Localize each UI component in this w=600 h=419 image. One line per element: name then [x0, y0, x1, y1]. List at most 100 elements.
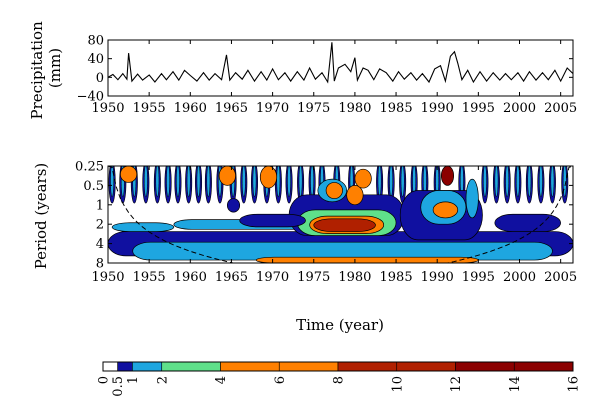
wavelet-x-tick-label: 1990 [421, 270, 454, 285]
wavelet-streak-core [298, 166, 303, 198]
wavelet-streak-core [389, 166, 393, 198]
wavelet-streak-core [196, 166, 201, 198]
colorbar-tick-label: 0.5 [111, 376, 126, 397]
wavelet-contour-region [440, 166, 455, 186]
wavelet-x-axis-label: Time (year) [296, 316, 384, 334]
wavelet-x-tick-label: 2005 [544, 270, 577, 285]
colorbar-segment [278, 361, 339, 372]
precip-y-axis-label: Precipitation (mm) [28, 16, 64, 119]
colorbar-segment [161, 361, 221, 372]
wavelet-y-tick-label: 1 [96, 198, 104, 213]
wavelet-axes-frame [107, 165, 574, 264]
wavelet-streak-core [206, 166, 211, 198]
wavelet-chart: 1950 1955 1960 1965 1970 1975 1980 1985 1990 1995… [32, 160, 577, 335]
precip-x-tick-label: 2000 [503, 101, 536, 116]
colorbar-segment [455, 361, 515, 372]
wavelet-x-tick-label: 1965 [215, 270, 248, 285]
colorbar-frame [102, 361, 574, 372]
wavelet-streak-core [186, 166, 191, 198]
colorbar-tick-label: 6 [273, 376, 288, 384]
colorbar-segment [102, 361, 118, 372]
precip-y-ticks: −40 0 40 80 [77, 34, 573, 105]
wavelet-streak-core [252, 166, 257, 198]
precip-x-tick-label: 1990 [421, 101, 454, 116]
wavelet-streak-core [155, 166, 160, 198]
wavelet-streak-core [539, 166, 543, 198]
colorbar-tick-label: 10 [390, 376, 405, 393]
precip-x-tick-label: 1985 [380, 101, 413, 116]
colorbar-tick-label: 16 [567, 376, 582, 393]
wavelet-contour-region [239, 213, 306, 228]
cone-of-influence [108, 166, 573, 263]
precip-series [107, 42, 574, 84]
wavelet-contour-region [346, 185, 364, 206]
precip-chart: 1950 1955 1960 1965 1970 1975 1980 1985 1990 1995… [28, 16, 577, 120]
wavelet-streak-core [527, 166, 532, 198]
precip-y-tick-label: 80 [87, 34, 104, 49]
precip-x-tick-label: 2005 [544, 101, 577, 116]
wavelet-y-ticks: 0.25 0.5 1 2 4 8 [75, 160, 573, 272]
wavelet-y-tick-label: 0.5 [83, 179, 104, 194]
colorbar-tick-label: 2 [155, 376, 170, 384]
wavelet-x-tick-label: 1955 [133, 270, 166, 285]
colorbar-ticks: 0 0.5 1 2 4 6 8 10 12 14 16 [97, 376, 582, 397]
colorbar-segment [513, 361, 574, 372]
wavelet-contours [108, 166, 573, 263]
precip-x-tick-label: 1950 [91, 101, 124, 116]
precip-axes-frame [107, 39, 574, 97]
precip-x-tick-label: 1980 [338, 101, 371, 116]
wavelet-streak-core [516, 166, 520, 198]
wavelet-streak-core [505, 166, 510, 198]
colorbar: 0 0.5 1 2 4 6 8 10 12 14 16 [97, 361, 582, 397]
wavelet-streak-core [287, 166, 291, 198]
wavelet-y-tick-label: 8 [96, 257, 104, 272]
wavelet-y-tick-label: 4 [96, 237, 104, 252]
wavelet-contour-region [354, 168, 372, 189]
wavelet-streak-core [377, 166, 382, 198]
colorbar-tick-label: 1 [126, 376, 141, 384]
precip-x-tick-label: 1965 [215, 101, 248, 116]
wavelet-streak-core [110, 166, 114, 198]
wavelet-contour-region [325, 182, 343, 199]
wavelet-streak-core [310, 166, 314, 198]
precip-x-tick-label: 1960 [174, 101, 207, 116]
wavelet-y-tick-label: 0.25 [75, 160, 104, 175]
wavelet-contour-region [119, 166, 138, 183]
wavelet-x-tick-label: 1975 [297, 270, 330, 285]
wavelet-streak-core [494, 166, 499, 198]
wavelet-streak-core [241, 166, 246, 198]
wavelet-contour-region [226, 198, 241, 213]
precip-x-ticks: 1950 1955 1960 1965 1970 1975 1980 1985 1990 1995… [91, 40, 577, 116]
colorbar-tick-label: 4 [214, 376, 229, 384]
wavelet-x-tick-label: 1980 [338, 270, 371, 285]
colorbar-segment [220, 361, 280, 372]
colorbar-segment [117, 361, 133, 372]
wavelet-streak-core [483, 166, 487, 198]
wavelet-x-tick-label: 1970 [256, 270, 289, 285]
precip-x-tick-label: 1995 [462, 101, 495, 116]
wavelet-contour-region [218, 166, 236, 186]
wavelet-x-tick-label: 1995 [462, 270, 495, 285]
colorbar-tick-label: 8 [332, 376, 347, 384]
wavelet-y-tick-label: 2 [96, 218, 104, 233]
wavelet-streak-core [276, 166, 281, 198]
precip-x-tick-label: 1955 [133, 101, 166, 116]
wavelet-contour-region [432, 201, 459, 219]
precip-y-tick-label: 0 [96, 71, 104, 86]
wavelet-contour-region [494, 213, 562, 232]
wavelet-streak-core [550, 166, 555, 198]
precip-x-tick-label: 1975 [297, 101, 330, 116]
wavelet-x-tick-label: 1985 [380, 270, 413, 285]
colorbar-tick-label: 12 [449, 376, 464, 393]
wavelet-x-tick-label: 1960 [174, 270, 207, 285]
wavelet-streak-core [400, 166, 405, 198]
wavelet-streak-core [562, 166, 567, 198]
wavelet-contour-region [255, 256, 479, 263]
wavelet-x-ticks: 1950 1955 1960 1965 1970 1975 1980 1985 1990 1995… [91, 166, 577, 285]
colorbar-segment [132, 361, 163, 372]
wavelet-contour-region [313, 218, 376, 232]
wavelet-y-axis-label: Period (years) [32, 163, 50, 270]
colorbar-segments [102, 361, 574, 372]
precip-series-line [107, 42, 574, 84]
